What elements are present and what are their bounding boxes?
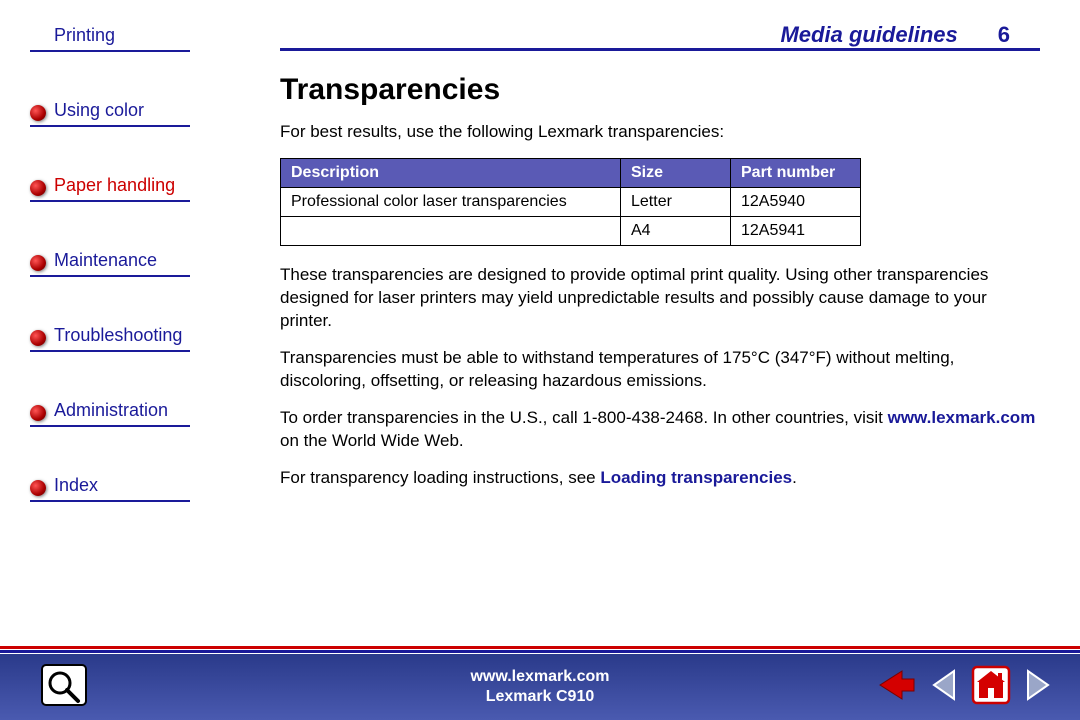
sidebar-item-administration[interactable]: Administration — [30, 400, 190, 427]
col-size: Size — [621, 158, 731, 187]
bullet-icon — [30, 330, 46, 346]
prev-page-icon[interactable] — [930, 668, 956, 707]
section-title: Media guidelines — [780, 22, 957, 48]
col-partnumber: Part number — [731, 158, 861, 187]
search-icon[interactable] — [40, 661, 88, 714]
col-description: Description — [281, 158, 621, 187]
page-number: 6 — [998, 22, 1010, 48]
footer-rule-blue — [0, 650, 1080, 653]
bullet-icon — [30, 180, 46, 196]
sidebar-item-label: Maintenance — [54, 250, 157, 275]
sidebar-item-paper-handling[interactable]: Paper handling — [30, 175, 190, 202]
body-paragraph: For transparency loading instructions, s… — [280, 467, 1040, 490]
back-arrow-icon[interactable] — [878, 668, 916, 707]
sidebar-item-troubleshooting[interactable]: Troubleshooting — [30, 325, 190, 352]
page-header: Media guidelines 6 — [280, 0, 1040, 51]
table-row: Professional color laser transparencies … — [281, 187, 861, 216]
sidebar-item-maintenance[interactable]: Maintenance — [30, 250, 190, 277]
body-paragraph: These transparencies are designed to pro… — [280, 264, 1040, 333]
transparencies-table: Description Size Part number Professiona… — [280, 158, 861, 246]
sidebar-item-label: Printing — [30, 25, 190, 50]
cell: Letter — [621, 187, 731, 216]
bullet-icon — [30, 255, 46, 271]
sidebar-item-label: Index — [54, 475, 98, 500]
sidebar-item-label: Using color — [54, 100, 144, 125]
body-paragraph: To order transparencies in the U.S., cal… — [280, 407, 1040, 453]
footer-product: Lexmark C910 — [470, 687, 609, 707]
page-title: Transparencies — [280, 73, 1060, 107]
sidebar-item-using-color[interactable]: Using color — [30, 100, 190, 127]
text: on the World Wide Web. — [280, 431, 464, 450]
sidebar-item-label: Paper handling — [54, 175, 175, 200]
body-paragraph: Transparencies must be able to withstand… — [280, 347, 1040, 393]
main-content: Media guidelines 6 Transparencies For be… — [220, 0, 1080, 654]
table-body: Professional color laser transparencies … — [281, 187, 861, 245]
table-row: A4 12A5941 — [281, 216, 861, 245]
bullet-icon — [30, 405, 46, 421]
sidebar-item-label: Troubleshooting — [54, 325, 182, 350]
bullet-icon — [30, 480, 46, 496]
footer-center: www.lexmark.com Lexmark C910 — [470, 667, 609, 707]
sidebar: Printing Using color Paper handling Main… — [0, 0, 220, 654]
home-icon[interactable] — [970, 664, 1012, 711]
table-header-row: Description Size Part number — [281, 158, 861, 187]
cell: 12A5941 — [731, 216, 861, 245]
cell: A4 — [621, 216, 731, 245]
footer-bar: www.lexmark.com Lexmark C910 — [0, 654, 1080, 720]
footer-nav-buttons — [878, 664, 1052, 711]
content-area: Printing Using color Paper handling Main… — [0, 0, 1080, 654]
text: To order transparencies in the U.S., cal… — [280, 408, 888, 427]
intro-text: For best results, use the following Lexm… — [280, 121, 1040, 144]
text: . — [792, 468, 797, 487]
next-page-icon[interactable] — [1026, 668, 1052, 707]
cell — [281, 216, 621, 245]
loading-transparencies-link[interactable]: Loading transparencies — [600, 468, 792, 487]
cell: 12A5940 — [731, 187, 861, 216]
sidebar-item-printing[interactable]: Printing — [30, 25, 190, 52]
bullet-icon — [30, 105, 46, 121]
cell: Professional color laser transparencies — [281, 187, 621, 216]
footer-url[interactable]: www.lexmark.com — [470, 667, 609, 687]
text: For transparency loading instructions, s… — [280, 468, 600, 487]
page-root: Printing Using color Paper handling Main… — [0, 0, 1080, 720]
footer-rule-red — [0, 646, 1080, 649]
sidebar-item-label: Administration — [54, 400, 168, 425]
lexmark-link[interactable]: www.lexmark.com — [888, 408, 1036, 427]
sidebar-item-index[interactable]: Index — [30, 475, 190, 502]
